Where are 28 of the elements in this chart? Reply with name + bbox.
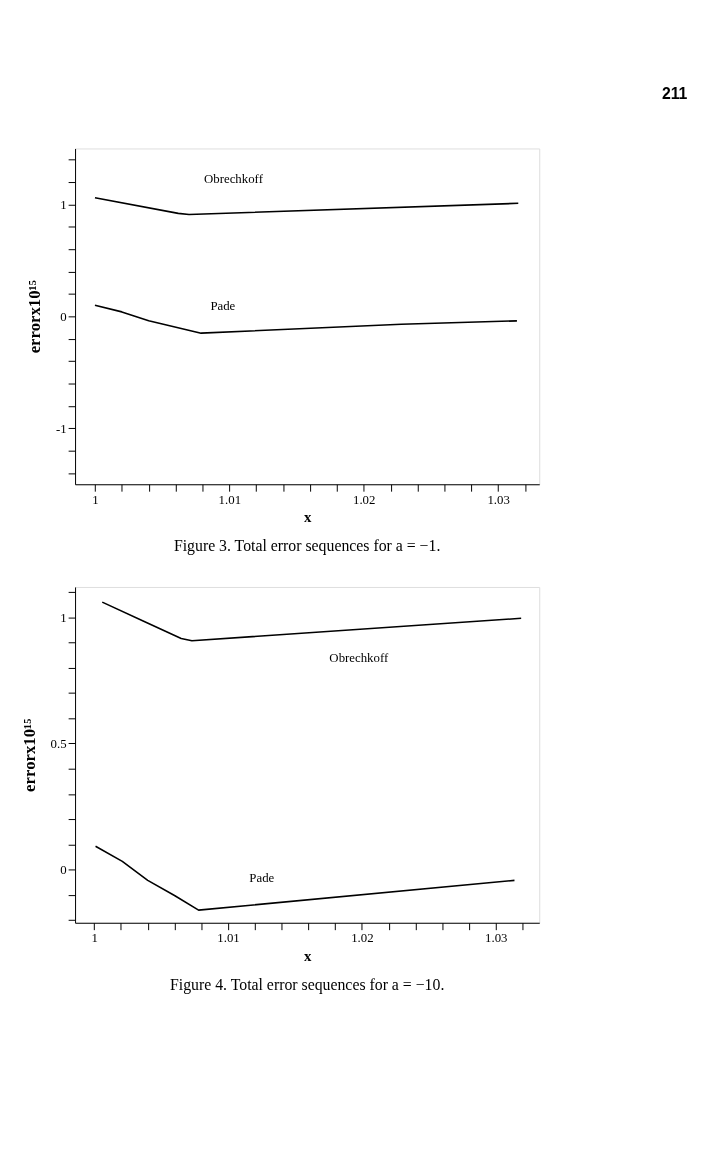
text: Figure 3. Total error sequences for a = −1. <box>173 537 441 556</box>
y-tick-label: 0.5 <box>50 736 67 751</box>
line-series <box>94 196 520 216</box>
x-axis-title: x <box>303 509 312 526</box>
y-tick-label: 1 <box>60 610 67 625</box>
y-axis-title: errorx10¹⁵ <box>25 280 45 354</box>
y-axis-title: errorx10¹⁵ <box>19 718 39 792</box>
line-series <box>101 601 522 642</box>
y-tick-label: -1 <box>55 421 67 436</box>
x-tick-label: 1 <box>92 492 99 507</box>
y-tick-label: 0 <box>60 863 67 878</box>
x-tick-label: 1.02 <box>353 492 376 507</box>
x-tick-label: 1.01 <box>218 492 242 507</box>
series-label: Pade <box>210 299 236 314</box>
y-tick-label: 0 <box>60 309 67 324</box>
text: 211 <box>661 85 688 103</box>
series-label: Pade <box>249 871 275 886</box>
x-axis-title: x <box>303 947 312 964</box>
x-tick-label: 1.03 <box>485 931 508 946</box>
x-tick-label: 1.01 <box>217 931 240 946</box>
x-tick-label: 1.03 <box>487 492 510 507</box>
series-label: Obrechkoff <box>329 651 389 666</box>
x-tick-label: 1 <box>91 931 98 946</box>
x-tick-label: 1.02 <box>351 931 374 946</box>
y-tick-label: 1 <box>60 197 67 212</box>
line-series <box>94 845 516 911</box>
text: Obrechkoff <box>204 171 264 186</box>
text: Figure 4. Total error sequences for a = −10. <box>169 975 445 994</box>
